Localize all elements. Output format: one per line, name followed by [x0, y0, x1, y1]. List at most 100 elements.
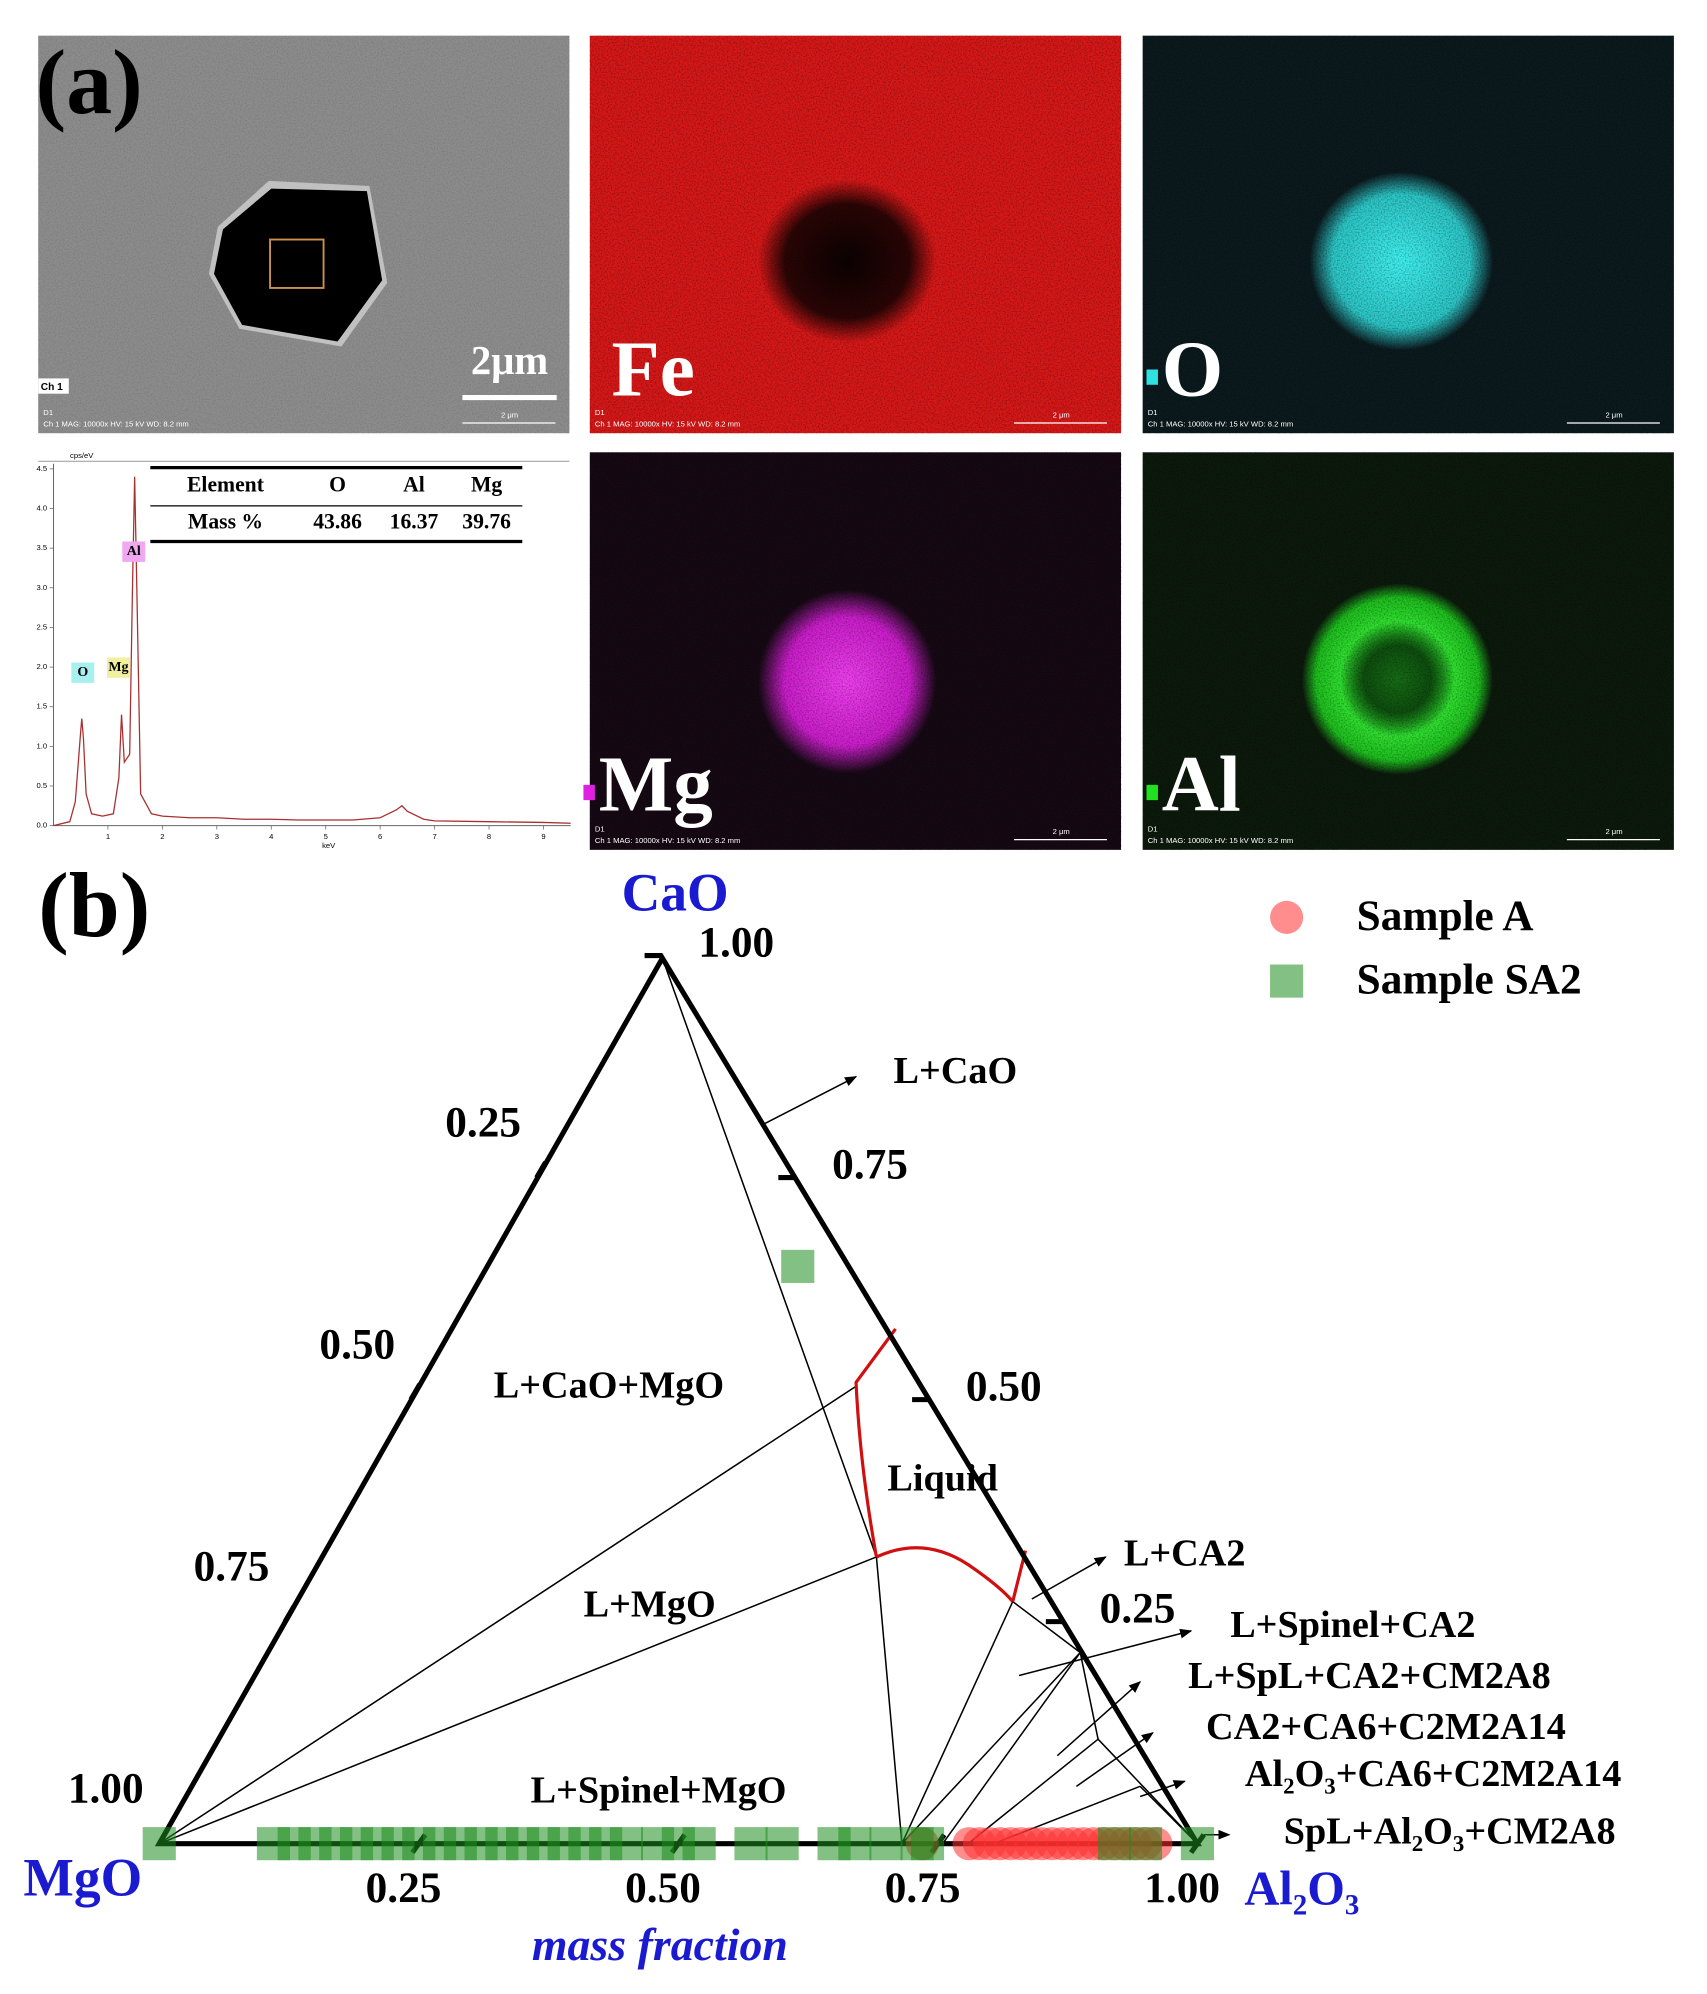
mini-scale-label: 2 μm	[1605, 827, 1622, 836]
mini-scale-label: 2 μm	[1605, 410, 1622, 419]
region-label: Liquid	[887, 1458, 997, 1500]
table-header: Al	[403, 473, 425, 497]
region-label: CA2+CA6+C2M2A14	[1206, 1706, 1566, 1748]
x-tick-label: 5	[324, 832, 328, 841]
peak-label: Al	[127, 544, 141, 559]
data-point	[609, 1827, 643, 1861]
y-tick-label: 1.5	[37, 702, 48, 711]
region-arrow	[1139, 1780, 1186, 1798]
image-info: Ch 1 MAG: 10000x HV: 15 kV WD: 8.2 mm	[595, 419, 740, 428]
element-swatch	[1146, 784, 1158, 801]
data-point	[142, 1827, 176, 1861]
y-tick-label: 3.0	[37, 583, 48, 592]
region-arrow	[1056, 1681, 1142, 1757]
data-point	[1097, 1827, 1131, 1861]
data-point	[1180, 1827, 1215, 1861]
x-tick-label: 3	[215, 832, 219, 841]
mini-scale-label: 2 μm	[1053, 410, 1070, 419]
channel-label: Ch 1	[41, 382, 63, 393]
element-label: Mg	[599, 742, 713, 829]
region-arrow	[1018, 1628, 1193, 1677]
data-point	[734, 1827, 768, 1861]
element-label: O	[1162, 326, 1223, 413]
axis-label: mass fraction	[532, 1919, 788, 1970]
y-tick-label: 1.0	[37, 741, 48, 750]
vertex-label: MgO	[23, 1847, 142, 1907]
data-point	[682, 1827, 716, 1861]
region-label: L+MgO	[584, 1584, 716, 1626]
tick-label: 0.75	[194, 1543, 270, 1591]
peak-box	[122, 541, 146, 562]
x-tick-label: 1	[106, 832, 110, 841]
data-point	[869, 1827, 903, 1861]
tick-mark	[408, 1383, 422, 1401]
element-label: Al	[1162, 742, 1241, 829]
tick-label: 0.50	[966, 1363, 1042, 1411]
region-arrow	[763, 1075, 858, 1125]
element-swatch	[1146, 369, 1158, 385]
legend-label: Sample SA2	[1357, 956, 1582, 1004]
tick-label: 0.75	[885, 1864, 961, 1912]
data-point	[765, 1827, 799, 1861]
region-label: L+CA2	[1124, 1533, 1246, 1575]
y-tick-label: 0.0	[37, 821, 48, 830]
peak-box	[71, 662, 95, 683]
table-header: O	[329, 473, 346, 497]
region-label: L+SpL+CA2+CM2A8	[1188, 1655, 1551, 1697]
tick-label: 0.75	[832, 1141, 908, 1189]
tick-mark	[534, 1161, 548, 1179]
detector: D1	[1148, 408, 1158, 417]
sem-image	[38, 35, 570, 434]
vertex-label: Al₂O₃	[1244, 1862, 1359, 1915]
data-point	[838, 1827, 872, 1861]
mini-scale-label: 2 μm	[501, 410, 518, 419]
region-label: SpL+Al₂O₃+CM2A8	[1284, 1810, 1616, 1852]
x-tick-label: 6	[378, 832, 382, 841]
data-point	[781, 1249, 815, 1283]
data-point	[910, 1827, 945, 1861]
o-map	[1142, 35, 1674, 434]
y-axis-label: cps/eV	[70, 451, 94, 460]
x-tick-label: 9	[541, 832, 545, 841]
tick-label: 0.50	[319, 1321, 395, 1369]
tick-label: 1.00	[698, 919, 774, 967]
element-label: Fe	[611, 326, 694, 413]
legend-marker	[1270, 964, 1304, 998]
detector: D1	[43, 408, 53, 417]
table-header: Mg	[471, 473, 502, 497]
detector: D1	[595, 824, 605, 833]
x-tick-label: 4	[269, 832, 274, 841]
y-tick-label: 4.0	[37, 504, 48, 513]
y-tick-label: 2.0	[37, 662, 48, 671]
region-arrow	[1031, 1556, 1107, 1600]
image-info: Ch 1 MAG: 10000x HV: 15 kV WD: 8.2 mm	[1148, 836, 1293, 845]
legend-label: Sample A	[1357, 892, 1534, 940]
y-tick-label: 0.5	[37, 781, 48, 790]
y-tick-label: 4.5	[37, 464, 48, 473]
x-tick-label: 2	[160, 832, 164, 841]
region-label: L+CaO+MgO	[494, 1365, 724, 1407]
table-cell: Mass %	[188, 510, 263, 534]
y-tick-label: 2.5	[37, 622, 48, 631]
detector: D1	[595, 408, 605, 417]
detector: D1	[1148, 824, 1158, 833]
image-info: Ch 1 MAG: 10000x HV: 15 kV WD: 8.2 mm	[595, 836, 740, 845]
fe-map	[589, 35, 1122, 434]
legend-marker	[1270, 900, 1304, 934]
mini-scale-label: 2 μm	[1053, 827, 1070, 836]
channel-box	[38, 378, 69, 394]
region-label: L+Spinel+MgO	[531, 1770, 787, 1812]
peak-box	[107, 657, 130, 678]
table-cell: 43.86	[313, 510, 362, 534]
tick-label: 1.00	[1144, 1864, 1220, 1912]
table-cell: 39.76	[462, 510, 511, 534]
y-tick-label: 3.5	[37, 543, 48, 552]
panel-label: (a)	[36, 31, 143, 133]
peak-label: Mg	[108, 660, 128, 675]
tick-label: 0.25	[1100, 1585, 1176, 1633]
tick-label: 0.25	[366, 1864, 442, 1912]
al-map	[1142, 452, 1674, 850]
peak-label: O	[77, 665, 88, 680]
